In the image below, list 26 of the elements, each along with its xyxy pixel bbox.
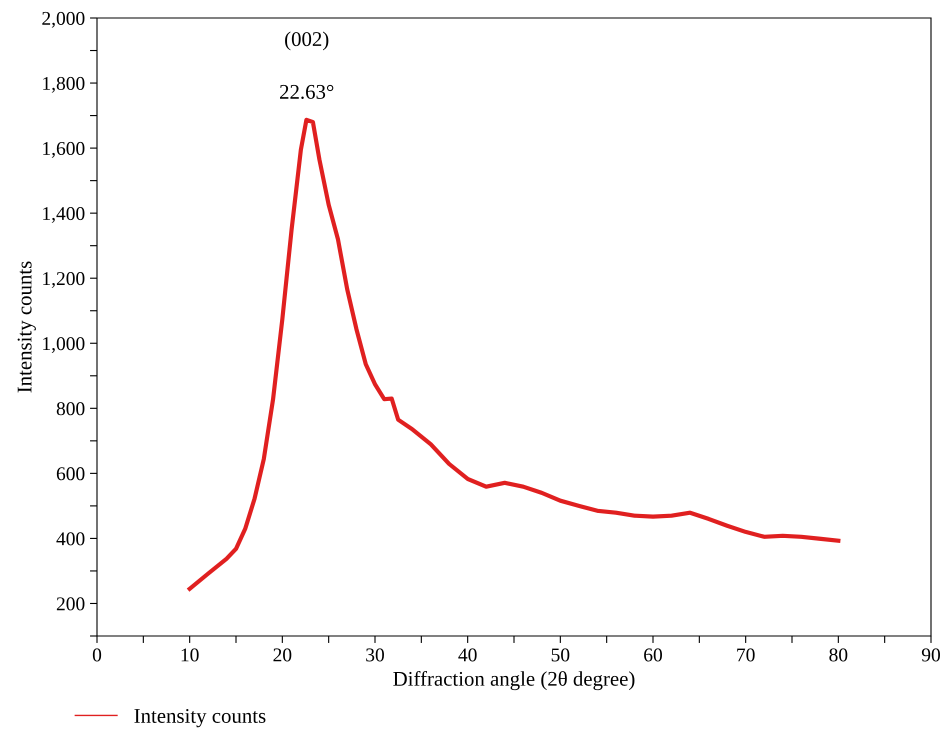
x-tick-label: 20 [273, 648, 292, 662]
x-tick-label: 80 [829, 648, 848, 662]
x-tick-label: 40 [458, 648, 477, 662]
x-tick-label: 10 [182, 648, 199, 662]
x-tick-label: 30 [366, 648, 384, 662]
y-tick-label: 2,000 [42, 12, 84, 28]
x-tick-label: 0 [92, 648, 102, 662]
annotation: (002) [285, 31, 328, 50]
x-tick-label: 90 [922, 648, 940, 662]
line-series [188, 118, 840, 591]
y-tick-label: 1,600 [43, 142, 84, 158]
x-axis-title: Diffraction angle (2θ degree) [393, 670, 634, 690]
y-tick-label: 400 [56, 532, 84, 546]
annotation: 22.63° [280, 84, 334, 99]
x-tick-label: 70 [737, 648, 755, 662]
y-tick-label: 600 [56, 467, 84, 480]
y-tick-label: 1,200 [43, 272, 84, 288]
y-axis-title: Intensity counts [18, 262, 36, 393]
legend-label: Intensity counts [134, 708, 266, 728]
y-tick-label: 200 [56, 597, 84, 610]
y-tick-label: 800 [56, 402, 84, 416]
x-tick-label: 50 [552, 648, 570, 662]
y-tick-label: 1,400 [43, 206, 84, 223]
x-tick-label: 60 [644, 648, 662, 662]
y-tick-label: 1,000 [43, 337, 84, 353]
y-tick-label: 1,800 [43, 76, 84, 93]
